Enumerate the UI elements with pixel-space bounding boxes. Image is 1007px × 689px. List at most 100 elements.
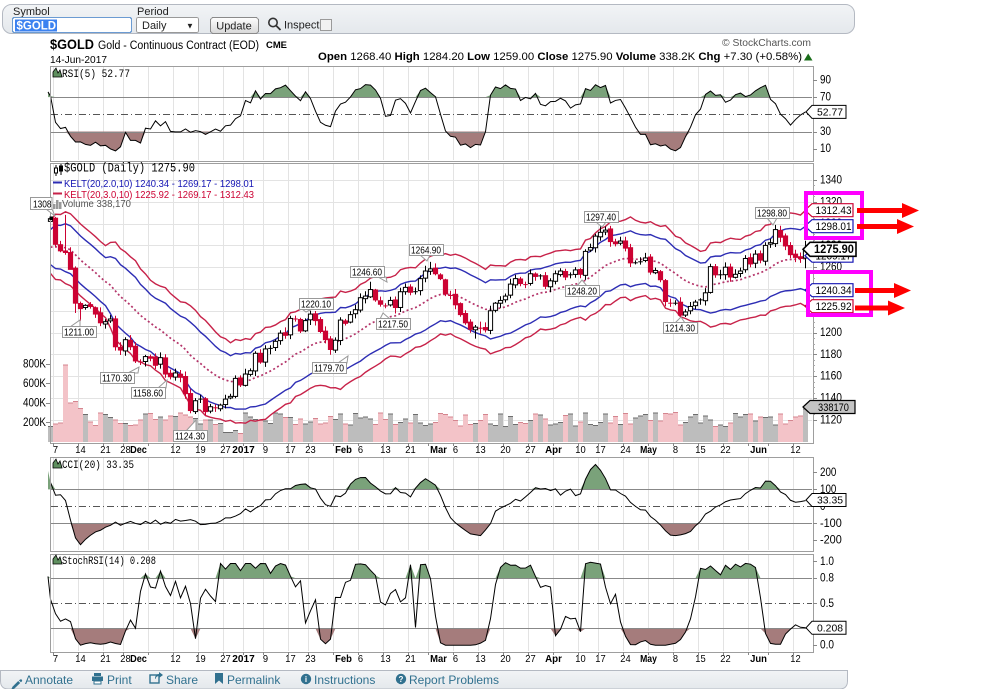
svg-text:1120: 1120 [820,414,842,426]
svg-text:1240.34: 1240.34 [815,285,851,297]
svg-text:28: 28 [120,653,131,665]
svg-text:Report Problems: Report Problems [409,673,499,687]
svg-text:May: May [640,653,657,665]
svg-text:1246.60: 1246.60 [352,267,382,278]
svg-text:17: 17 [285,444,296,456]
svg-text:Permalink: Permalink [227,673,281,687]
svg-text:0.5: 0.5 [820,598,834,610]
svg-text:Dec: Dec [130,653,147,665]
svg-text:8: 8 [673,653,678,665]
svg-text:21: 21 [100,653,111,665]
svg-text:1298.80: 1298.80 [757,208,787,219]
svg-text:i: i [305,675,307,684]
svg-text:600K: 600K [23,378,46,390]
svg-text:Mar: Mar [430,653,447,665]
svg-text:27: 27 [525,653,536,665]
svg-text:Gold - Continuous Contract (EO: Gold - Continuous Contract (EOD) [98,40,259,52]
svg-text:Feb: Feb [335,653,352,665]
svg-text:14: 14 [75,444,86,456]
svg-text:800K: 800K [23,358,46,370]
svg-text:17: 17 [595,653,606,665]
svg-text:33.35: 33.35 [817,495,843,507]
svg-text:23: 23 [305,653,316,665]
svg-text:28: 28 [120,444,131,456]
svg-text:12: 12 [790,444,801,456]
svg-text:Print: Print [107,673,132,687]
svg-text:▼: ▼ [186,22,194,31]
svg-text:1308: 1308 [33,199,52,210]
svg-text:0.0: 0.0 [820,640,834,652]
svg-text:21: 21 [405,653,416,665]
svg-text:7: 7 [53,653,58,665]
svg-text:Daily: Daily [142,20,167,32]
svg-text:Annotate: Annotate [25,673,73,687]
svg-text:90: 90 [820,74,831,86]
svg-text:19: 19 [195,444,206,456]
svg-text:Share: Share [166,673,198,687]
svg-text:StochRSI(14) 0.208: StochRSI(14) 0.208 [62,556,156,568]
svg-text:1297.40: 1297.40 [586,212,616,223]
svg-text:13: 13 [380,653,391,665]
svg-text:20: 20 [500,653,511,665]
svg-text:400K: 400K [23,397,46,409]
svg-text:Jun: Jun [750,653,767,665]
svg-text:May: May [640,444,657,456]
svg-text:1158.60: 1158.60 [133,388,163,399]
svg-text:1225.92: 1225.92 [815,301,851,313]
svg-text:30: 30 [820,126,831,138]
svg-text:$GOLD: $GOLD [17,21,57,33]
svg-text:200K: 200K [23,417,46,429]
svg-text:13: 13 [475,653,486,665]
svg-text:Apr: Apr [545,444,562,456]
svg-text:Period: Period [137,6,169,18]
svg-text:1340: 1340 [820,175,842,187]
svg-text:15: 15 [695,444,706,456]
svg-text:17: 17 [595,444,606,456]
svg-text:21: 21 [100,444,111,456]
svg-text:Instructions: Instructions [314,673,375,687]
svg-text:Dec: Dec [130,444,147,456]
svg-text:23: 23 [305,444,316,456]
svg-text:1124.30: 1124.30 [175,431,205,442]
svg-text:13: 13 [380,444,391,456]
svg-text:13: 13 [475,444,486,456]
svg-text:0.208: 0.208 [817,622,843,634]
svg-text:20: 20 [500,444,511,456]
svg-text:15: 15 [695,653,706,665]
svg-text:$GOLD: $GOLD [50,37,94,52]
svg-text:12: 12 [170,444,181,456]
svg-text:200: 200 [820,467,836,479]
svg-text:CME: CME [266,40,287,51]
svg-text:27: 27 [220,653,231,665]
svg-text:14: 14 [75,653,86,665]
svg-text:1298.01: 1298.01 [815,221,851,233]
svg-text:6: 6 [453,653,458,665]
svg-text:KELT(20,2.0,10) 1240.34 - 1269: KELT(20,2.0,10) 1240.34 - 1269.17 - 1298… [64,179,254,190]
svg-text:Apr: Apr [545,653,562,665]
svg-text:6: 6 [358,653,363,665]
svg-text:8: 8 [673,444,678,456]
svg-text:?: ? [399,675,404,684]
svg-text:12: 12 [170,653,181,665]
svg-text:70: 70 [820,92,831,104]
svg-text:KELT(20,3.0,10) 1225.92 - 1269: KELT(20,3.0,10) 1225.92 - 1269.17 - 1312… [64,190,254,201]
svg-text:-100: -100 [820,518,842,530]
svg-text:10: 10 [820,143,831,155]
svg-text:Update: Update [216,21,251,33]
svg-text:2017: 2017 [232,444,255,456]
svg-text:2017: 2017 [232,653,255,665]
svg-text:100: 100 [820,484,836,496]
svg-text:7: 7 [53,444,58,456]
svg-text:1312.43: 1312.43 [815,205,851,217]
svg-text:1211.00: 1211.00 [64,327,94,338]
svg-text:-200: -200 [820,535,842,547]
svg-text:27: 27 [220,444,231,456]
svg-text:1180: 1180 [820,349,842,361]
svg-text:24: 24 [620,653,631,665]
svg-text:1.0: 1.0 [820,556,834,568]
svg-text:10: 10 [575,653,586,665]
svg-text:$GOLD (Daily) 1275.90: $GOLD (Daily) 1275.90 [64,162,195,176]
svg-text:338170: 338170 [818,402,849,414]
svg-text:1264.90: 1264.90 [411,245,441,256]
svg-text:12: 12 [790,653,801,665]
